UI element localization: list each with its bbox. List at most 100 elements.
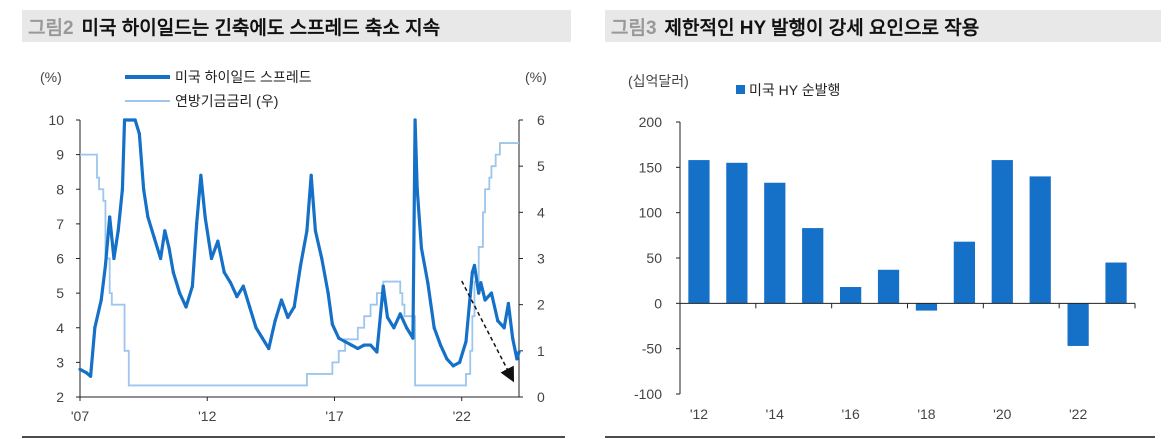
hy-spread-point (248, 305, 252, 309)
hy-spread-point (254, 326, 258, 330)
hy-spread-point (349, 343, 354, 347)
hy-spread-point (108, 215, 112, 219)
hy-spread-point (146, 215, 150, 219)
hy-spread-point (479, 281, 483, 285)
left-figure-label: 그림2 (28, 17, 74, 39)
hy-spread-point (489, 291, 494, 295)
right-figure-title-text: 제한적인 HY 발행이 강세 요인으로 작용 (664, 17, 980, 39)
y-tick-label: 200 (639, 114, 663, 130)
hy-spread-point (133, 118, 137, 122)
x-tick-label: '22 (1069, 406, 1087, 422)
left-figure-title: 그림2 미국 하이일드는 긴축에도 스프레드 축소 지속 (22, 10, 571, 42)
hy-spread-point (337, 336, 341, 340)
hy-spread-point (368, 343, 373, 347)
bar-2022 (1067, 303, 1089, 346)
hy-spread-point (517, 350, 521, 354)
hy-spread-line (79, 118, 521, 378)
right-figure-label: 그림3 (611, 17, 657, 39)
hy-spread-point (222, 270, 226, 274)
legend-fed-label: 연방기금금리 (우) (175, 93, 278, 109)
hy-spread-point (142, 187, 146, 191)
hy-spread-point (99, 298, 103, 302)
hy-spread-point (171, 270, 175, 274)
hy-spread-point (404, 326, 409, 330)
legend-swatch (736, 85, 745, 94)
hy-spread-point (375, 350, 379, 354)
y-tick-label: 150 (639, 159, 663, 175)
x-tick-label: '20 (993, 406, 1011, 422)
hy-spread-point (483, 298, 487, 302)
hy-spread-point (112, 256, 116, 261)
x-tick-label: '12 (690, 406, 708, 422)
y-tick-label: -100 (634, 386, 662, 402)
hy-spread-point (209, 256, 214, 261)
hy-spread-point (267, 346, 271, 351)
hy-spread-point (415, 187, 419, 191)
right-y-tick-label: 6 (537, 112, 545, 128)
left-y-tick-label: 10 (48, 112, 64, 128)
left-y-tick-label: 2 (56, 389, 64, 405)
spread-line-chart: (%) (%) 2 3 4 5 6 7 8 9 10 0 1 2 3 4 5 6 '07 '12 '17 '22 미국 하이… (40, 69, 547, 424)
hy-spread-point (326, 291, 330, 295)
bar-2016 (840, 287, 862, 304)
hy-spread-point (78, 367, 82, 371)
hy-spread-point (184, 305, 188, 309)
hy-spread-point (167, 246, 171, 250)
hy-spread-point (190, 284, 195, 288)
bar-2012 (688, 160, 710, 304)
hy-spread-point (286, 315, 290, 319)
left-y-tick-label: 4 (56, 320, 64, 336)
hy-spread-point (438, 343, 443, 347)
hy-spread-point (292, 305, 296, 309)
x-tick-label: '14 (766, 406, 784, 422)
y-unit-label: (십억달러) (628, 73, 689, 89)
hy-spread-point (298, 263, 303, 268)
hy-spread-point (477, 291, 481, 295)
y-tick-label: 50 (646, 250, 662, 266)
y-tick-label: 0 (654, 295, 662, 311)
hy-spread-point (356, 346, 360, 351)
hy-spread-point (392, 326, 396, 330)
bar-2015 (802, 228, 824, 304)
bar-2018 (915, 303, 938, 311)
hy-spread-point (216, 239, 220, 243)
y-tick-label: -50 (642, 341, 662, 357)
hy-spread-point (362, 343, 366, 347)
right-y-tick-label: 1 (537, 343, 545, 359)
hy-spread-point (116, 229, 120, 233)
fed-funds-rate-line (80, 142, 519, 387)
trend-arrow (461, 280, 515, 383)
hy-spread-point (411, 336, 415, 340)
x-tick-label: '12 (198, 408, 216, 424)
bar-2017 (877, 269, 900, 304)
hy-spread-point (385, 315, 390, 319)
hy-spread-point (137, 132, 141, 136)
hy-spread-point (158, 256, 163, 261)
right-figure-title: 그림3 제한적인 HY 발행이 강세 요인으로 작용 (605, 10, 1161, 42)
bar-2021 (1029, 176, 1051, 304)
hy-spread-point (515, 357, 519, 361)
hy-spread-point (279, 298, 284, 302)
right-y-tick-label: 0 (537, 389, 545, 405)
hy-spread-point (241, 284, 245, 288)
left-y-tick-label: 6 (56, 251, 64, 267)
hy-spread-point (502, 326, 506, 330)
hy-spread-point (472, 263, 477, 268)
hy-issuance-bar-chart: (십억달러) 미국 HY 순발행 -100 -50 0 50 100 150 200 '12 '14… (628, 73, 1136, 422)
bar-2013 (726, 162, 748, 304)
hy-spread-point (343, 340, 347, 344)
hy-spread-point (464, 340, 468, 344)
hy-spread-point (228, 281, 233, 285)
x-tick-label: '18 (917, 406, 935, 422)
hy-spread-point (398, 312, 402, 316)
hy-spread-point (330, 322, 334, 326)
hy-spread-point (84, 371, 88, 375)
hy-spread-point (381, 284, 385, 288)
hy-spread-point (419, 246, 424, 250)
hy-spread-point (496, 319, 500, 323)
x-tick-label: '22 (453, 408, 471, 424)
left-y-tick-label: 3 (56, 354, 64, 370)
y-tick-label: 100 (639, 205, 663, 221)
left-y-tick-label: 7 (56, 216, 64, 232)
